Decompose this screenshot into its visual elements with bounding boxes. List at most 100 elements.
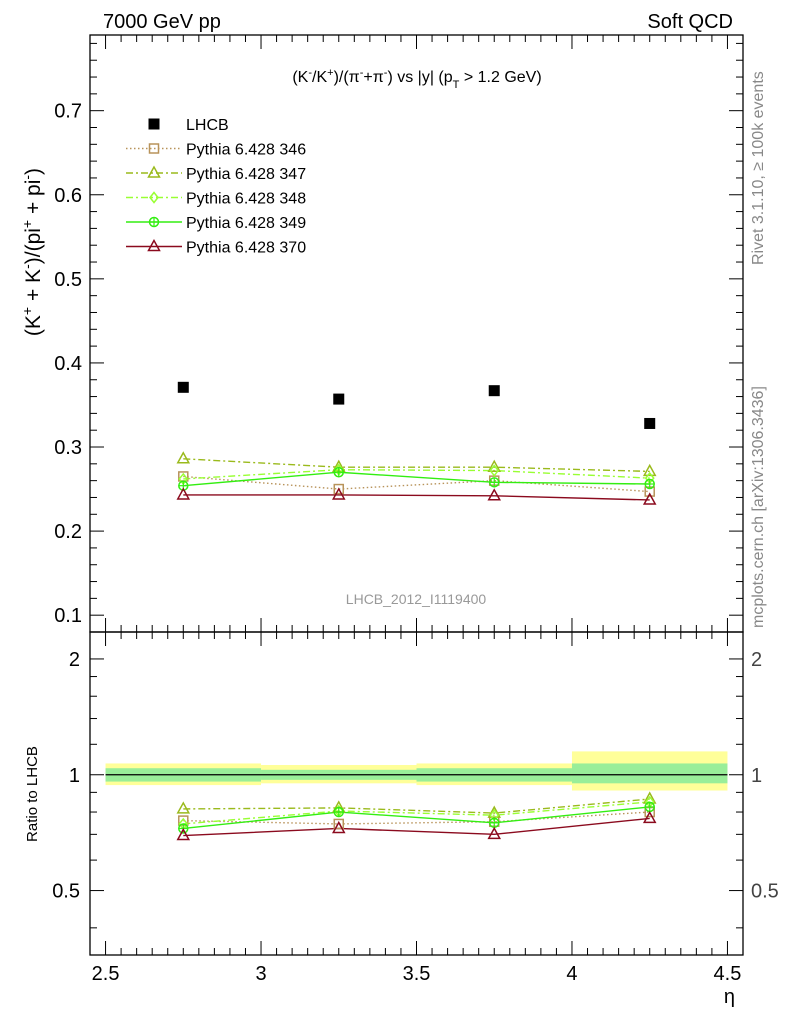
data-point-marker	[642, 492, 657, 505]
data-point-marker	[644, 417, 656, 429]
x-tick-label: 3.5	[403, 963, 431, 985]
side-text-rivet: Rivet 3.1.10, ≥ 100k events	[750, 71, 767, 265]
y-tick-label: 0.3	[54, 437, 82, 459]
ratio-y-tick-label-right: 0.5	[751, 881, 779, 903]
legend-label: Pythia 6.428 348	[186, 191, 306, 208]
ratio-line-p347	[183, 798, 650, 814]
band-inner-bin	[571, 763, 728, 784]
y-axis-label-part: (K	[22, 315, 45, 336]
data-point-marker	[333, 818, 345, 830]
ratio-y-tick-label-right: 2	[751, 649, 762, 671]
data-point-marker	[176, 801, 191, 814]
ratio-y-tick-label-right: 1	[751, 765, 762, 787]
data-point-marker	[487, 459, 502, 472]
plot-title-part: -	[308, 67, 312, 79]
legend-entry: Pythia 6.428 349	[126, 215, 306, 232]
legend-entry: Pythia 6.428 348	[126, 191, 306, 208]
ratio-y-tick-label: 1	[69, 765, 80, 787]
plot-title-part: -	[384, 67, 388, 79]
plot-title-part: (K	[292, 69, 308, 86]
header-left: 7000 GeV pp	[103, 11, 221, 33]
legend-label: Pythia 6.428 370	[186, 240, 306, 257]
ratio-panel-frame	[89, 631, 744, 956]
analysis-watermark: LHCB_2012_I1119400	[346, 591, 487, 607]
ratio-y-axis-label: Ratio to LHCB	[24, 746, 41, 842]
plot-title: (K-/K+)/(π-+π-) vs |y| (pT > 1.2 GeV)	[292, 67, 541, 91]
series-line-p349	[183, 471, 650, 487]
plot-title-part: +	[327, 67, 333, 79]
legend-label: Pythia 6.428 347	[186, 166, 306, 183]
data-point-marker	[487, 826, 502, 840]
plot-title-part: T	[453, 79, 460, 91]
side-text-mcplots: mcplots.cern.ch [arXiv:1306.3436]	[750, 386, 767, 628]
x-axis-label: η	[724, 986, 735, 1008]
ratio-y-tick-label: 0.5	[52, 881, 80, 903]
data-point-marker	[147, 165, 161, 178]
legend-entry: Pythia 6.428 346	[126, 142, 306, 159]
x-tick-label: 2.5	[92, 963, 120, 985]
legend-label: Pythia 6.428 349	[186, 215, 306, 232]
y-tick-label: 0.4	[54, 353, 82, 375]
plot-title-part: ) vs |y| (p	[387, 69, 452, 86]
plot-title-part: > 1.2 GeV)	[459, 69, 541, 86]
y-tick-label: 0.5	[54, 269, 82, 291]
data-point-marker	[331, 487, 346, 500]
data-point-marker	[642, 810, 657, 824]
data-point-marker	[331, 820, 346, 834]
plot-title-part: -	[360, 67, 364, 79]
ratio-line-p370	[183, 817, 650, 837]
x-tick-label: 4	[566, 963, 577, 985]
data-point-marker	[176, 827, 191, 841]
series-line-p348	[183, 469, 650, 480]
data-point-marker	[147, 238, 161, 252]
data-point-marker	[489, 464, 500, 477]
legend-entry: Pythia 6.428 370	[126, 238, 306, 257]
header-right: Soft QCD	[647, 11, 733, 33]
y-tick-label: 0.1	[54, 605, 82, 627]
legend-entry: Pythia 6.428 347	[126, 165, 306, 183]
ratio-reference-band	[105, 751, 728, 791]
plot-title-part: )/(π	[334, 69, 360, 86]
series-line-p370	[183, 494, 650, 501]
data-point-marker	[488, 385, 500, 397]
x-tick-label: 3	[255, 963, 266, 985]
legend-entry: LHCB	[148, 117, 229, 134]
y-axis-label-part: )	[22, 168, 45, 175]
x-tick-label: 4.5	[714, 963, 742, 985]
series-line-p347	[183, 458, 650, 473]
data-point-marker	[149, 191, 159, 204]
y-axis-label-part: + K	[22, 269, 45, 307]
y-tick-label: 0.6	[54, 185, 82, 207]
series-lines	[183, 458, 650, 837]
data-point-marker	[148, 143, 160, 154]
ratio-line-p348	[183, 801, 650, 825]
y-axis-label-part: -	[19, 264, 35, 269]
y-axis-label-part: )/(pi	[22, 228, 45, 264]
chart-titles: (K-/K+)/(π-+π-) vs |y| (pT > 1.2 GeV)(K+…	[19, 67, 735, 1008]
data-point-marker	[177, 381, 189, 393]
y-axis-label: (K+ + K-)/(pi+ + pi-)	[19, 168, 45, 336]
legend-label: Pythia 6.428 346	[186, 142, 306, 159]
data-point-marker	[176, 451, 191, 464]
data-point-marker	[333, 393, 345, 405]
data-point-marker	[176, 487, 191, 500]
legend: LHCB Pythia 6.428 346 Pythia 6.428 347 Pyth…	[126, 117, 306, 257]
y-axis-label-part: +	[19, 220, 35, 228]
axis-ticks	[89, 35, 744, 955]
data-point-marker	[642, 463, 657, 477]
data-point-marker	[487, 488, 502, 501]
axis-tick-labels: 0.1 0.2 0.3 0.4 0.5 0.6 0.7 0.5 0.5 1 1 2 2 2.5 3 3.5 4 4…	[52, 101, 779, 985]
y-tick-label: 0.2	[54, 521, 82, 543]
plot-title-part: +π	[363, 69, 383, 86]
series-markers	[176, 381, 657, 841]
y-axis-label-part: -	[19, 175, 35, 180]
legend-label: LHCB	[186, 117, 229, 134]
ratio-line-p346	[183, 811, 650, 825]
data-point-marker	[148, 118, 160, 130]
y-axis-label-part: + pi	[22, 180, 45, 220]
data-point-marker	[333, 483, 345, 495]
ratio-y-tick-label: 2	[69, 649, 80, 671]
plot-title-part: /K	[312, 69, 327, 86]
